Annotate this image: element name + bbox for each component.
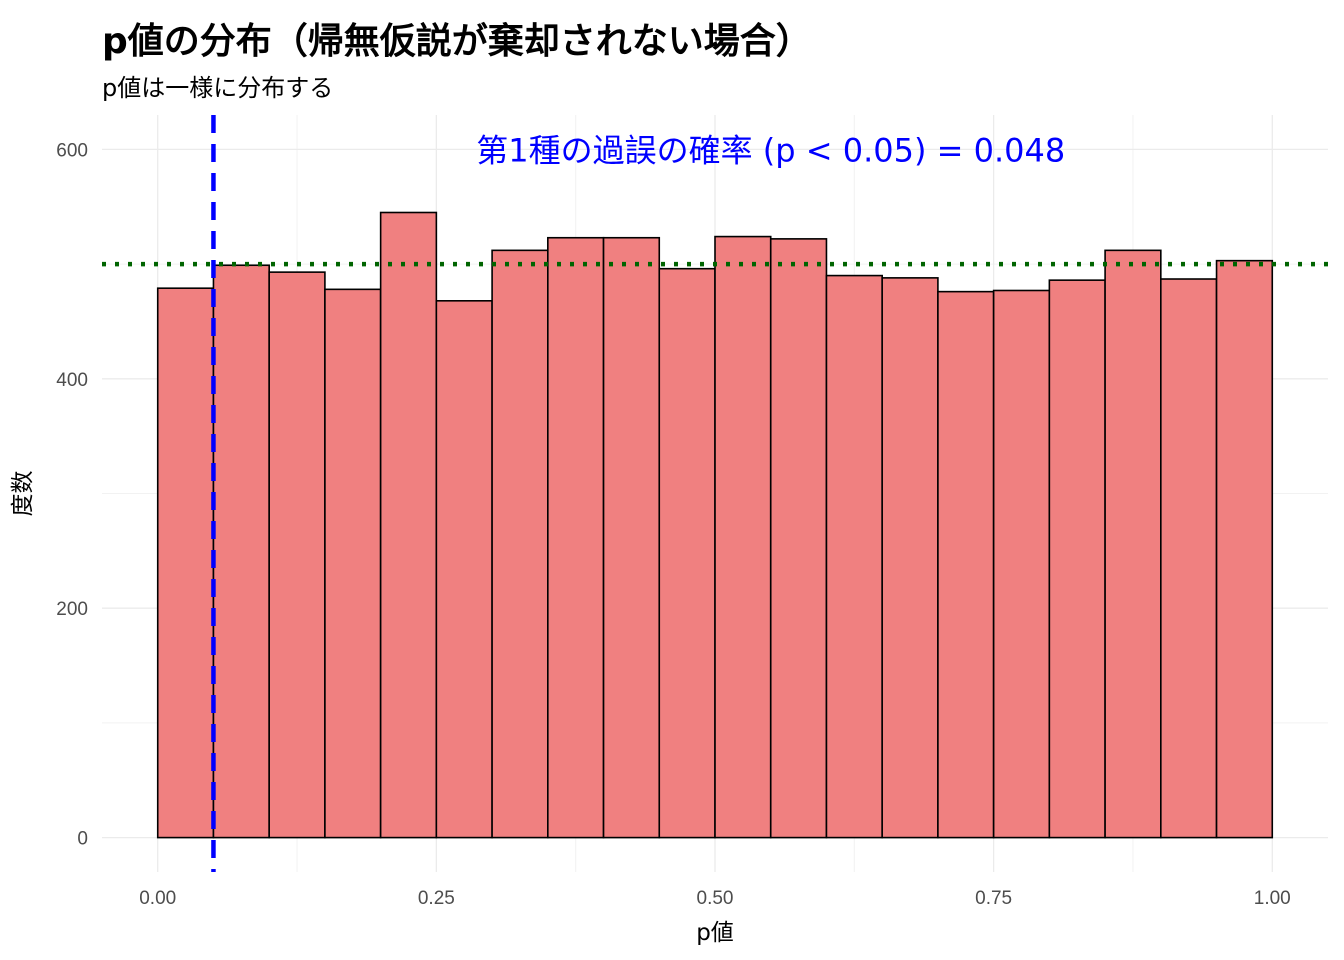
x-tick-label: 1.00 bbox=[1254, 888, 1291, 909]
histogram-bar bbox=[435, 300, 493, 839]
y-tick-label: 0 bbox=[77, 829, 88, 850]
histogram-bar bbox=[881, 277, 939, 839]
x-tick-label: 0.75 bbox=[975, 888, 1012, 909]
histogram-bar bbox=[602, 236, 661, 839]
x-axis-ticks: 0.00 0.25 0.50 0.75 1.00 bbox=[139, 888, 1291, 909]
type1-error-annotation: 第1種の過誤の確率 (p < 0.05) = 0.048 bbox=[476, 131, 1065, 169]
histogram-bar bbox=[547, 236, 605, 839]
histogram-bar bbox=[1104, 249, 1162, 839]
histogram-bar bbox=[1215, 259, 1274, 839]
histogram-bars bbox=[156, 211, 1274, 839]
y-axis-label: 度数 bbox=[10, 471, 36, 517]
histogram-bar bbox=[658, 267, 716, 839]
histogram-bar bbox=[491, 249, 549, 839]
histogram-bar bbox=[769, 238, 828, 839]
histogram-bar bbox=[714, 235, 772, 839]
x-tick-label: 0.25 bbox=[418, 888, 455, 909]
histogram-bar bbox=[825, 274, 883, 839]
x-tick-label: 0.50 bbox=[697, 888, 734, 909]
histogram-bar bbox=[992, 289, 1051, 839]
y-axis-ticks: 0 200 400 600 bbox=[56, 140, 88, 849]
chart-title: p値の分布（帰無仮説が棄却されない場合） bbox=[102, 21, 812, 62]
histogram-bar bbox=[212, 264, 270, 839]
histogram-bar bbox=[324, 288, 382, 839]
histogram-bar bbox=[379, 211, 438, 839]
histogram-bar bbox=[1048, 279, 1106, 839]
histogram-bar bbox=[268, 271, 326, 839]
histogram-bar bbox=[1160, 278, 1218, 839]
chart-subtitle: p値は一様に分布する bbox=[102, 74, 334, 102]
y-tick-label: 600 bbox=[56, 140, 88, 161]
y-tick-label: 200 bbox=[56, 599, 88, 620]
histogram-bar bbox=[937, 290, 995, 839]
x-axis-label: p値 bbox=[696, 920, 734, 946]
reference-lines bbox=[102, 115, 1328, 872]
histogram-bar bbox=[156, 287, 215, 839]
y-tick-label: 400 bbox=[56, 370, 88, 391]
x-tick-label: 0.00 bbox=[139, 888, 176, 909]
